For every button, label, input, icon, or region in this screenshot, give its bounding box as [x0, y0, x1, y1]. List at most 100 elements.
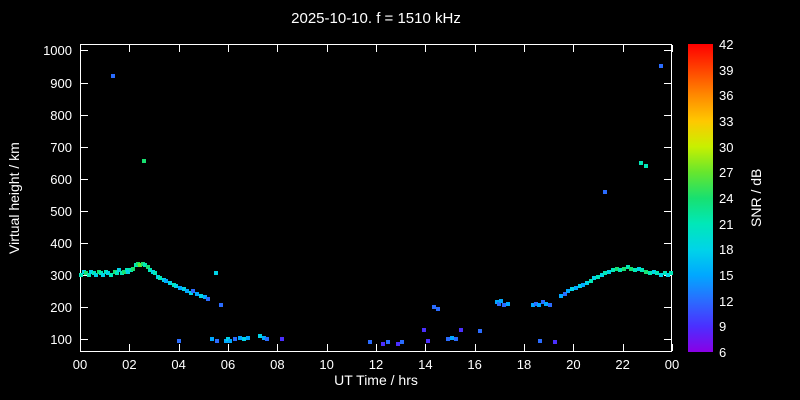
y-tick-mark [664, 82, 671, 84]
y-tick-mark [81, 307, 88, 309]
data-point [103, 269, 108, 274]
data-point [544, 301, 549, 306]
data-point [233, 337, 238, 342]
data-point [534, 301, 539, 306]
data-point [176, 338, 181, 343]
data-point [425, 338, 430, 343]
data-point [559, 293, 563, 298]
x-tick-mark [376, 45, 377, 52]
x-tick-label: 02 [122, 357, 137, 372]
x-tick-mark [672, 344, 673, 351]
y-tick-mark [81, 275, 88, 276]
data-point [143, 263, 148, 268]
colorbar-tick-label: 39 [719, 62, 734, 78]
data-point [381, 341, 386, 346]
data-point [228, 338, 233, 343]
data-point [636, 266, 641, 271]
x-tick-mark [524, 344, 525, 351]
colorbar-tick-label: 36 [719, 88, 734, 104]
data-point [668, 271, 673, 276]
data-point [497, 301, 502, 306]
data-point [422, 327, 427, 332]
x-tick-mark [129, 344, 131, 351]
x-tick-label: 20 [566, 357, 581, 372]
x-tick-mark [622, 45, 624, 52]
y-tick-label: 100 [50, 332, 72, 348]
data-point [242, 337, 247, 342]
data-point [209, 337, 214, 342]
x-tick-mark [425, 45, 427, 52]
data-point [214, 338, 219, 343]
data-point [133, 263, 138, 268]
y-tick-mark [664, 146, 671, 148]
data-point [81, 269, 86, 274]
x-tick-label: 16 [467, 357, 482, 372]
data-point [202, 295, 207, 300]
data-point [573, 285, 578, 290]
data-point [177, 285, 182, 290]
data-point [223, 338, 228, 343]
data-point [477, 329, 482, 334]
colorbar-tick-label: 18 [719, 242, 734, 258]
y-tick-mark [664, 50, 671, 52]
x-tick-label: 00 [72, 357, 88, 372]
colorbar-tick-label: 30 [719, 139, 734, 155]
colorbar-tick-label: 15 [719, 268, 734, 283]
y-tick-mark [81, 210, 88, 212]
data-point [122, 269, 127, 274]
colorbar-tick-label: 24 [719, 191, 734, 206]
data-point [185, 289, 190, 294]
x-tick-mark [326, 344, 328, 351]
plot-area [80, 44, 672, 352]
x-tick-label: 08 [270, 357, 285, 372]
data-point [614, 266, 619, 271]
data-point [89, 269, 94, 274]
data-point [655, 271, 660, 276]
data-point [505, 301, 510, 306]
data-point [112, 269, 117, 274]
data-point [126, 269, 131, 274]
data-point [644, 269, 649, 274]
y-tick-mark [664, 114, 671, 116]
data-point [647, 271, 652, 276]
data-point [494, 300, 499, 305]
data-point [450, 335, 455, 340]
data-point [195, 292, 200, 297]
data-point [445, 337, 450, 342]
x-tick-mark [326, 45, 328, 52]
x-tick-mark [80, 45, 81, 52]
data-point [168, 281, 173, 286]
y-tick-mark [81, 146, 88, 148]
data-point [94, 273, 99, 277]
data-point [174, 284, 179, 289]
data-point [164, 279, 169, 284]
data-point [150, 269, 155, 274]
x-tick-label: 14 [418, 357, 433, 372]
data-point [140, 261, 145, 266]
x-tick-mark [524, 45, 525, 52]
data-point [128, 268, 133, 273]
data-point [640, 268, 645, 273]
y-tick-mark [664, 210, 671, 212]
y-tick-label: 300 [50, 268, 72, 283]
data-point [101, 273, 106, 277]
data-point [198, 293, 203, 298]
y-tick-label: 1000 [43, 43, 72, 59]
data-point [596, 274, 600, 279]
data-point [138, 263, 143, 268]
data-point [206, 297, 211, 302]
x-tick-mark [573, 45, 575, 52]
x-tick-mark [228, 45, 229, 52]
data-point [610, 268, 615, 273]
x-tick-mark [129, 45, 131, 52]
data-point [117, 268, 122, 273]
data-point [431, 305, 436, 310]
x-tick-label: 18 [516, 357, 532, 372]
data-point [651, 269, 656, 274]
data-point [238, 335, 243, 340]
data-point [644, 163, 649, 168]
data-point [562, 292, 567, 297]
y-tick-mark [81, 114, 88, 116]
data-point [367, 340, 372, 345]
y-tick-label: 700 [50, 139, 72, 155]
